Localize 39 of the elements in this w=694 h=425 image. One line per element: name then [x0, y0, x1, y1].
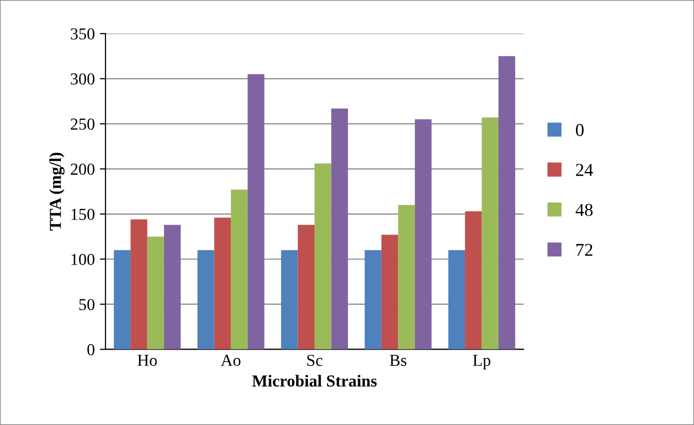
bar: [381, 234, 398, 350]
y-tick-label: 300: [70, 73, 94, 85]
x-tick-label: Ho: [138, 354, 157, 366]
bar: [498, 56, 516, 350]
bar: [465, 211, 482, 350]
bar: [298, 224, 315, 350]
legend-label: 72: [576, 244, 592, 256]
x-tick-label: Lp: [472, 354, 490, 370]
bar: [414, 119, 432, 350]
y-axis-title: TTA (mg/l): [49, 152, 65, 231]
bar: [281, 250, 298, 350]
legend-label: 0: [576, 124, 584, 136]
x-tick-label: Ao: [220, 354, 240, 366]
bar: [114, 250, 131, 350]
bar: [314, 163, 332, 350]
bar: [331, 108, 348, 350]
legend-label: 48: [576, 204, 593, 216]
bar: [482, 117, 498, 350]
y-tick-label: 50: [79, 298, 94, 310]
x-tick-label: Bs: [390, 354, 406, 366]
y-tick-label: 350: [70, 28, 94, 40]
bar: [248, 74, 264, 350]
bar: [364, 250, 382, 350]
bar: [398, 204, 415, 350]
bar: [130, 219, 148, 350]
x-axis-title: Microbial Strains: [252, 374, 377, 387]
bar: [230, 190, 248, 350]
x-tick-label: Sc: [307, 354, 322, 366]
bar: [147, 236, 164, 350]
bar: [214, 218, 231, 350]
bar: [448, 250, 466, 350]
y-tick-label: 100: [72, 254, 94, 266]
y-tick-label: 250: [70, 118, 94, 130]
bar: [197, 250, 214, 350]
y-tick-label: 150: [72, 208, 94, 220]
bar: [164, 224, 181, 350]
y-tick-label: 200: [70, 164, 94, 175]
legend-label: 24: [576, 164, 594, 176]
y-tick-label: 0: [87, 344, 94, 356]
